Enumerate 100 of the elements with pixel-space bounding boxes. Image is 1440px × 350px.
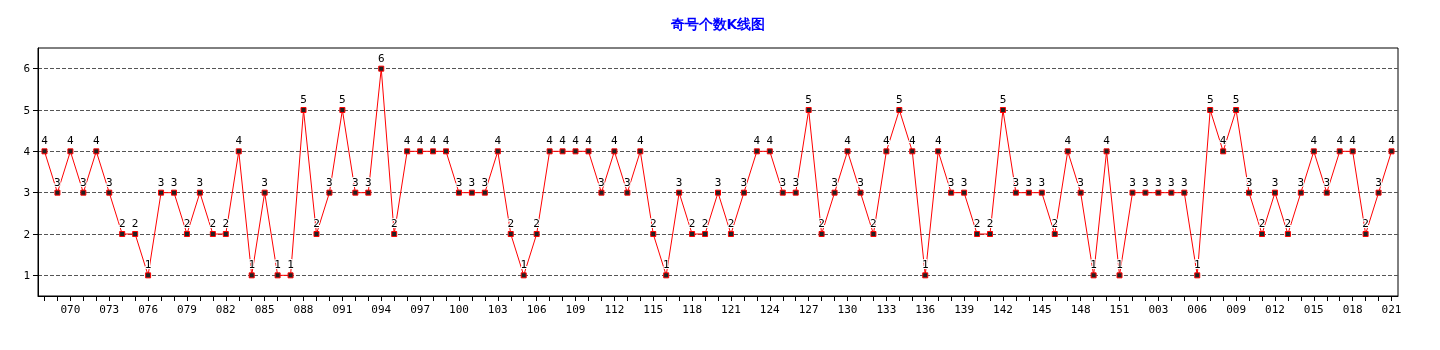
x-tick-label: 124 bbox=[759, 303, 781, 316]
data-label: 2 bbox=[701, 217, 709, 230]
data-label: 3 bbox=[261, 175, 268, 189]
x-tick-label: 106 bbox=[526, 303, 547, 316]
data-label: 3 bbox=[779, 175, 787, 189]
data-label: 1 bbox=[287, 258, 294, 272]
data-label: 3 bbox=[326, 175, 333, 189]
data-label: 1 bbox=[1193, 258, 1201, 272]
x-tick-label: 136 bbox=[915, 303, 936, 316]
data-label: 3 bbox=[481, 175, 489, 189]
data-label: 4 bbox=[92, 134, 100, 148]
data-label: 3 bbox=[1155, 175, 1162, 189]
data-label: 4 bbox=[883, 134, 891, 148]
data-label: 4 bbox=[611, 134, 619, 148]
data-label: 3 bbox=[1297, 175, 1305, 189]
data-label: 3 bbox=[857, 175, 864, 189]
data-label: 2 bbox=[1284, 217, 1292, 230]
data-label: 2 bbox=[390, 217, 398, 230]
data-label: 4 bbox=[546, 134, 554, 148]
data-label: 1 bbox=[520, 258, 528, 272]
x-tick-label: 003 bbox=[1148, 303, 1169, 316]
x-tick-label: 009 bbox=[1226, 303, 1247, 316]
x-tick-label: 079 bbox=[177, 303, 197, 316]
data-label: 4 bbox=[1103, 134, 1111, 148]
data-label: 4 bbox=[908, 134, 916, 148]
data-label: 5 bbox=[999, 93, 1007, 106]
x-tick-label: 006 bbox=[1187, 303, 1208, 316]
x-tick-label: 097 bbox=[410, 303, 431, 316]
x-tick-label: 139 bbox=[954, 303, 975, 316]
x-tick-label: 094 bbox=[371, 303, 392, 316]
x-tick-label: 070 bbox=[60, 303, 81, 316]
data-label: 3 bbox=[1180, 175, 1188, 189]
data-label: 2 bbox=[870, 217, 877, 230]
data-label: 4 bbox=[753, 134, 761, 148]
data-label: 3 bbox=[468, 175, 476, 189]
data-label: 4 bbox=[1336, 134, 1344, 148]
x-tick-label: 130 bbox=[837, 303, 858, 316]
data-label: 3 bbox=[352, 175, 359, 189]
data-label: 3 bbox=[1323, 175, 1331, 189]
data-label: 2 bbox=[1258, 217, 1266, 230]
data-label: 3 bbox=[1038, 175, 1046, 189]
data-label: 2 bbox=[1362, 217, 1369, 230]
data-label: 3 bbox=[598, 175, 605, 189]
y-tick-label: 3 bbox=[23, 186, 30, 200]
x-tick-label: 127 bbox=[798, 303, 819, 316]
data-label: 3 bbox=[1271, 175, 1279, 189]
data-label: 4 bbox=[41, 134, 49, 148]
data-label: 3 bbox=[947, 175, 955, 189]
x-tick-label: 103 bbox=[487, 303, 508, 316]
data-label: 3 bbox=[624, 175, 631, 189]
data-label: 5 bbox=[300, 93, 307, 106]
y-tick-label: 6 bbox=[23, 62, 30, 76]
data-label: 5 bbox=[339, 93, 346, 106]
x-tick-label: 145 bbox=[1031, 303, 1052, 316]
data-label: 4 bbox=[572, 134, 580, 148]
data-label: 3 bbox=[196, 175, 204, 189]
x-tick-label: 133 bbox=[876, 303, 897, 316]
y-tick-label: 4 bbox=[23, 144, 31, 158]
data-label: 4 bbox=[1064, 134, 1072, 148]
data-label: 4 bbox=[1388, 134, 1396, 148]
data-label: 2 bbox=[818, 217, 825, 230]
chart-title: 奇号个数K线图 bbox=[669, 16, 766, 32]
data-label: 4 bbox=[442, 134, 450, 148]
data-label: 3 bbox=[960, 175, 968, 189]
x-tick-label: 151 bbox=[1109, 303, 1130, 316]
x-tick-label: 085 bbox=[254, 303, 275, 316]
x-tick-label: 118 bbox=[682, 303, 703, 316]
data-label: 2 bbox=[222, 217, 230, 230]
data-label: 1 bbox=[662, 258, 670, 272]
data-label: 2 bbox=[313, 217, 320, 230]
x-tick-label: 015 bbox=[1303, 303, 1324, 316]
x-tick-label: 091 bbox=[332, 303, 353, 316]
data-label: 2 bbox=[688, 217, 696, 230]
data-label: 4 bbox=[235, 134, 243, 148]
y-tick-label: 2 bbox=[23, 227, 30, 241]
data-label: 3 bbox=[1025, 175, 1033, 189]
data-label: 3 bbox=[1168, 175, 1175, 189]
x-tick-label: 109 bbox=[565, 303, 586, 316]
y-tick-label: 5 bbox=[23, 103, 30, 117]
data-label: 2 bbox=[986, 217, 994, 230]
data-label: 3 bbox=[1142, 175, 1149, 189]
data-label: 4 bbox=[1219, 134, 1227, 148]
data-label: 2 bbox=[533, 217, 540, 230]
data-label: 4 bbox=[416, 134, 424, 148]
data-label: 4 bbox=[844, 134, 852, 148]
data-label: 4 bbox=[559, 134, 567, 148]
data-label: 6 bbox=[377, 51, 385, 65]
data-label: 1 bbox=[1090, 258, 1097, 272]
data-label: 2 bbox=[973, 217, 981, 230]
data-label: 3 bbox=[831, 175, 838, 189]
data-label: 4 bbox=[67, 134, 75, 148]
x-tick-label: 088 bbox=[293, 303, 314, 316]
data-label: 2 bbox=[727, 217, 735, 230]
data-label: 1 bbox=[1116, 258, 1123, 272]
data-label: 1 bbox=[248, 258, 256, 272]
data-label: 4 bbox=[403, 134, 411, 148]
data-label: 3 bbox=[170, 175, 178, 189]
data-label: 5 bbox=[1232, 93, 1240, 106]
data-label: 2 bbox=[118, 217, 126, 230]
data-label: 5 bbox=[1206, 93, 1214, 106]
